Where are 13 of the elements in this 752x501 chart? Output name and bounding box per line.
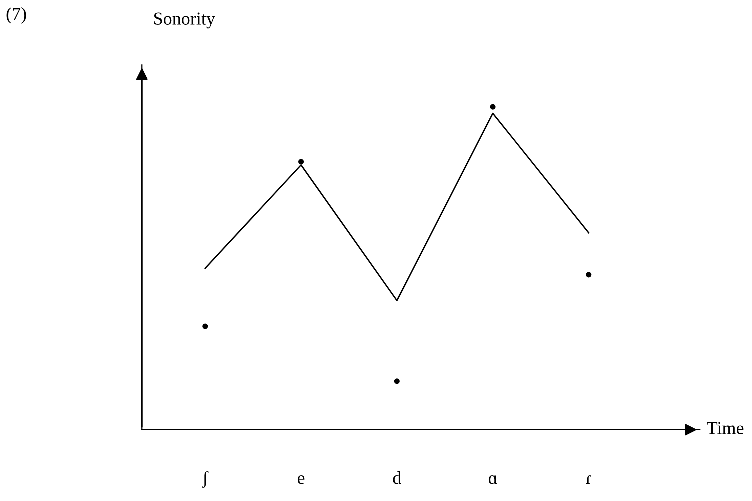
- x-tick-label: ɑ: [488, 476, 498, 484]
- y-axis-title: Sonority: [154, 12, 216, 29]
- x-axis-title: Time: [707, 422, 744, 434]
- x-tick-label: d: [393, 472, 402, 484]
- x-tick-label: ʃ: [202, 472, 209, 488]
- text: (7): [6, 8, 26, 24]
- point: [490, 104, 496, 110]
- x-tick-label: e: [298, 476, 305, 484]
- point: [586, 272, 592, 278]
- point: [202, 324, 208, 330]
- point: [298, 159, 304, 165]
- point: [394, 378, 400, 384]
- x-tick-label: ɾ: [586, 476, 592, 484]
